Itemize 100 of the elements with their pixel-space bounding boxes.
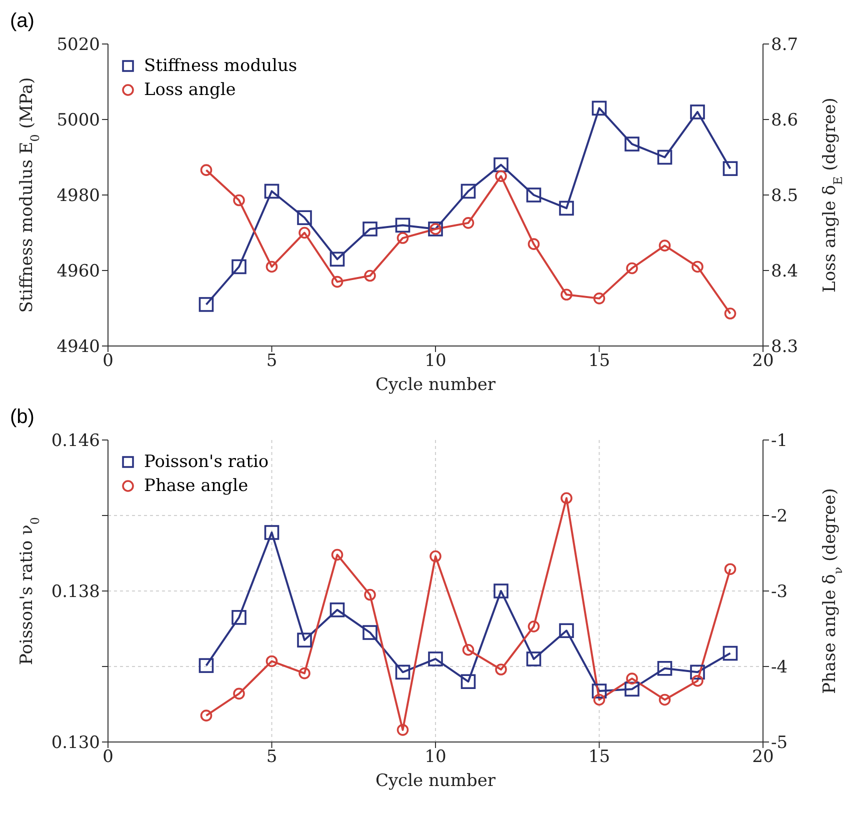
y2-tick-label: 8.7 — [771, 35, 798, 56]
x-tick-label: 15 — [588, 747, 610, 768]
legend-label: Loss angle — [143, 79, 237, 102]
point — [428, 652, 443, 666]
y-tick-label: 5000 — [56, 110, 100, 131]
y-tick-label: 5020 — [56, 35, 100, 56]
y2-tick-label: -3 — [771, 582, 788, 602]
x-tick-label: 5 — [266, 351, 278, 372]
point — [330, 602, 345, 618]
x-tick-label: 0 — [102, 747, 114, 768]
point — [198, 297, 214, 312]
point — [396, 232, 409, 244]
x-tick-label: 20 — [752, 351, 774, 372]
point — [494, 157, 508, 172]
chart-title: (b) — [10, 406, 34, 429]
y2-tick-label: -4 — [771, 658, 788, 678]
point — [298, 667, 310, 680]
point — [624, 682, 640, 697]
x-axis-title: Cycle number — [375, 771, 496, 791]
point — [266, 260, 278, 273]
point — [232, 259, 246, 274]
y-tick-label: 0.138 — [51, 582, 100, 602]
point — [198, 658, 214, 673]
point — [396, 724, 409, 736]
y2-tick-label: 8.6 — [771, 110, 798, 131]
point — [232, 610, 246, 625]
x-tick-label: 0 — [102, 351, 114, 372]
point — [462, 217, 474, 229]
y2-tick-label: -1 — [771, 431, 788, 452]
point — [724, 563, 736, 576]
point — [264, 525, 280, 540]
point — [298, 226, 310, 239]
x-tick-label: 15 — [588, 351, 610, 372]
point — [395, 664, 410, 680]
point — [331, 276, 344, 288]
x-tick-label: 10 — [424, 747, 446, 768]
legend-label: Stiffness modulus — [143, 55, 298, 78]
point — [692, 674, 704, 687]
point — [395, 218, 410, 233]
point — [331, 548, 344, 561]
point — [266, 655, 278, 668]
point — [233, 688, 245, 700]
point — [722, 646, 738, 661]
point — [593, 694, 606, 706]
x-axis-title: Cycle number — [375, 375, 496, 395]
point — [657, 150, 672, 165]
point — [593, 292, 606, 304]
point — [722, 161, 738, 176]
y-tick-label: 4980 — [56, 186, 100, 206]
point — [692, 260, 704, 273]
y-tick-label: 4960 — [56, 262, 100, 282]
y-tick-label: 4940 — [56, 337, 100, 358]
point — [297, 632, 312, 648]
legend-label: Phase angle — [143, 475, 250, 498]
point — [233, 194, 245, 206]
y2-tick-label: -2 — [771, 506, 788, 527]
point — [528, 238, 540, 250]
point — [690, 104, 705, 120]
point — [560, 288, 572, 301]
point — [690, 664, 705, 680]
point — [626, 672, 638, 684]
x-tick-label: 10 — [424, 351, 446, 372]
point — [364, 588, 376, 601]
x-tick-label: 20 — [752, 747, 774, 768]
point — [624, 136, 640, 152]
point — [460, 674, 476, 689]
point — [560, 492, 572, 504]
point — [559, 200, 574, 216]
point — [724, 308, 736, 320]
point — [362, 222, 378, 236]
point — [462, 644, 474, 656]
point — [460, 184, 476, 199]
point — [200, 164, 212, 176]
point — [495, 170, 507, 182]
point — [264, 184, 280, 199]
point — [528, 620, 540, 632]
point — [430, 550, 442, 562]
point — [592, 100, 607, 116]
y-tick-label: 0.146 — [51, 431, 100, 452]
chart-title: (a) — [10, 10, 34, 33]
point — [559, 623, 574, 638]
y2-tick-label: 8.4 — [771, 262, 798, 282]
y-tick-label: 0.130 — [51, 733, 100, 754]
point — [658, 694, 671, 706]
point — [626, 262, 638, 274]
point — [364, 270, 376, 282]
point — [494, 584, 508, 598]
point — [495, 664, 507, 676]
point — [200, 710, 212, 722]
point — [657, 660, 672, 676]
point — [526, 652, 542, 666]
legend-label: Poisson's ratio — [143, 451, 269, 474]
point — [592, 684, 607, 698]
point — [362, 625, 378, 640]
point — [330, 252, 345, 267]
point — [658, 240, 671, 252]
y2-tick-label: -5 — [771, 733, 788, 754]
y2-tick-label: 8.3 — [771, 337, 798, 358]
y2-tick-label: 8.5 — [771, 186, 798, 206]
point — [297, 210, 312, 226]
